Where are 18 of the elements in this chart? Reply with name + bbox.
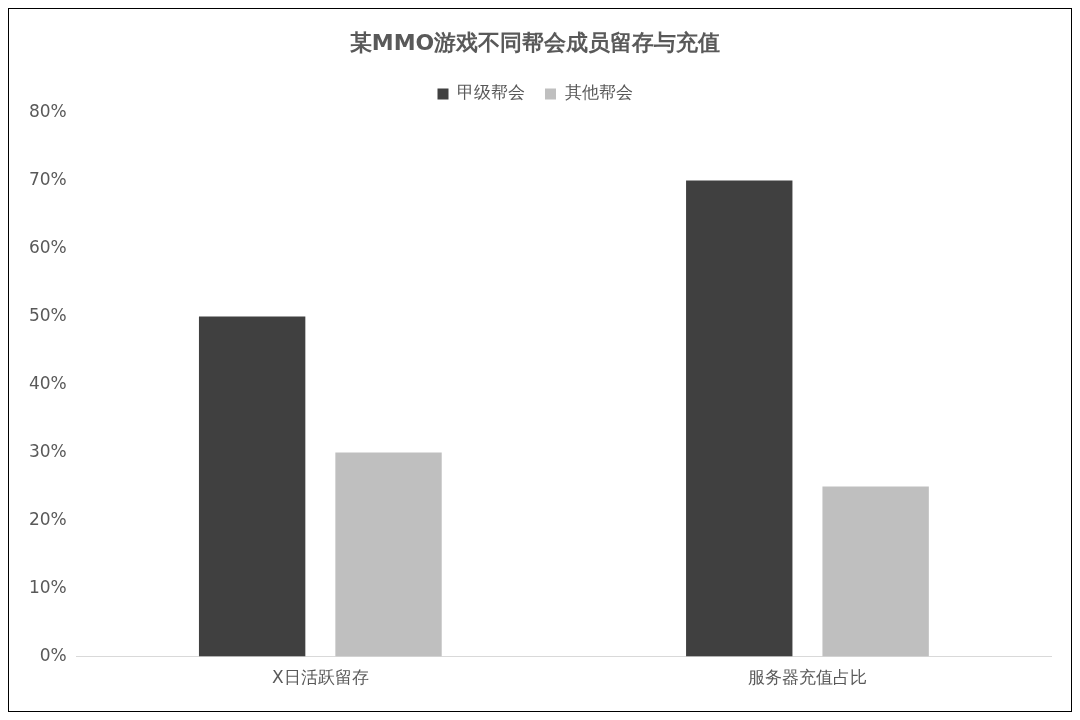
bar <box>822 486 929 657</box>
y-tick-label: 60% <box>28 236 67 257</box>
x-tick-label: X日活跃留存 <box>272 667 369 688</box>
y-tick-label: 30% <box>28 440 67 461</box>
y-tick-label: 10% <box>28 577 67 597</box>
y-tick-label: 0% <box>39 645 67 666</box>
legend-label: 其他帮会 <box>564 82 633 103</box>
y-tick-label: 40% <box>28 372 67 393</box>
y-tick-label: 20% <box>28 508 67 529</box>
bar <box>686 180 793 657</box>
y-tick-label: 50% <box>28 304 67 325</box>
bar <box>198 316 306 657</box>
legend-label: 甲级帮会 <box>457 82 525 103</box>
bar <box>335 452 442 657</box>
chart-title: 某MMO游戏不同帮会成员留存与充值 <box>349 29 721 55</box>
y-tick-label: 70% <box>28 168 67 189</box>
x-tick-label: 服务器充值占比 <box>747 667 867 688</box>
y-tick-label: 80% <box>28 100 67 121</box>
